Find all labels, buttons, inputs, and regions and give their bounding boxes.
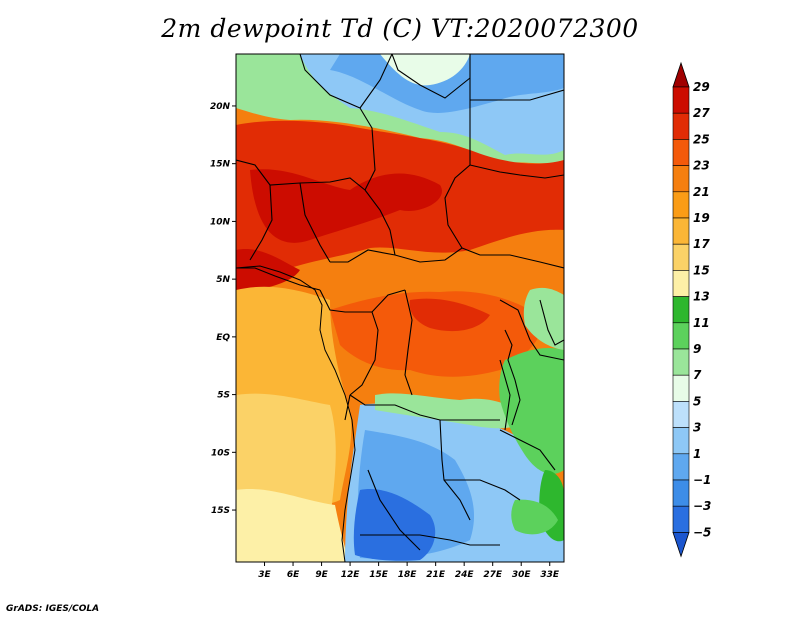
congo-basin-region <box>330 291 545 377</box>
colorbar-label: 21 <box>693 185 710 199</box>
coastline <box>236 265 356 562</box>
dewpoint-field <box>236 54 564 562</box>
colorbar-label: 11 <box>693 316 710 330</box>
colorbar-segment <box>672 139 690 166</box>
colorbar-segment <box>672 479 690 507</box>
colorbar-segment <box>672 270 690 297</box>
far-south-pale-region <box>236 488 350 562</box>
colorbar-label: 17 <box>693 237 710 251</box>
lon-label: 15E <box>369 570 389 580</box>
colorbar: 29 27 25 23 21 19 17 15 13 11 9 7 5 3 1 −1 −3 −5 <box>672 61 711 558</box>
colorbar-segment <box>672 505 690 533</box>
longitude-labels: 3E 6E 9E 12E 15E 18E 21E 24E 27E 30E 33E <box>258 562 560 580</box>
lat-label: EQ <box>216 333 230 343</box>
colorbar-top-arrow <box>672 61 690 88</box>
lon-label: 3E <box>258 570 271 580</box>
lat-label: 5S <box>217 391 230 401</box>
mozambique-green-region <box>511 499 558 535</box>
lat-label: 15N <box>210 160 231 170</box>
colorbar-label: 1 <box>693 447 701 461</box>
colorbar-label: 9 <box>693 342 701 356</box>
colorbar-label: −5 <box>693 525 711 539</box>
colorbar-label: 27 <box>693 106 710 120</box>
lat-label: 10S <box>211 448 230 458</box>
lon-label: 30E <box>512 570 532 580</box>
map-frame <box>235 53 565 563</box>
libya-pale-region <box>380 54 470 86</box>
colorbar-label: 23 <box>693 159 710 173</box>
lat-label: 20N <box>210 102 231 112</box>
lon-label: 18E <box>398 570 418 580</box>
colorbar-bottom-arrow <box>672 532 690 558</box>
colorbar-label: 15 <box>693 263 710 277</box>
lat-label: 5N <box>216 275 230 285</box>
lat-label: 15S <box>211 506 230 516</box>
colorbar-label: 13 <box>693 290 710 304</box>
lat-label: 10N <box>210 217 231 227</box>
colorbar-label: 29 <box>693 80 710 94</box>
lon-label: 24E <box>455 570 475 580</box>
west-coast-darkred-region <box>236 249 300 292</box>
colorbar-segment <box>672 165 690 193</box>
colorbar-segment <box>672 217 690 245</box>
colorbar-segment <box>672 112 690 140</box>
colorbar-segment <box>672 453 690 481</box>
colorbar-label: 5 <box>693 394 701 408</box>
country-borders <box>236 54 564 551</box>
colorbar-label: −1 <box>693 473 711 487</box>
lon-label: 21E <box>426 570 446 580</box>
colorbar-segment <box>672 243 690 271</box>
latitude-labels: 20N 15N 10N 5N EQ 5S 10S 15S <box>210 102 236 516</box>
lon-label: 33E <box>540 570 560 580</box>
colorbar-segment <box>672 401 690 428</box>
map-title: 2m dewpoint Td (C) VT:2020072300 <box>161 14 639 43</box>
colorbar-segment <box>672 427 690 455</box>
colorbar-segment <box>672 348 690 376</box>
sahara-mid-blue-region <box>330 54 564 113</box>
lon-label: 6E <box>287 570 300 580</box>
colorbar-label: −3 <box>693 499 711 513</box>
southern-africa-darkblue-region <box>353 489 436 561</box>
footer-credit: GrADS: IGES/COLA <box>6 604 100 614</box>
colorbar-segment <box>672 86 690 114</box>
east-africa-green-region <box>499 348 564 475</box>
colorbar-label: 19 <box>693 211 710 225</box>
lon-label: 9E <box>315 570 328 580</box>
lon-label: 12E <box>341 570 361 580</box>
colorbar-segment <box>672 296 690 324</box>
congo-dark-region <box>409 298 490 332</box>
colorbar-label: 3 <box>693 421 701 435</box>
colorbar-segment <box>672 191 690 219</box>
colorbar-label: 7 <box>693 368 702 382</box>
east-africa-lightgreen-region <box>523 287 564 350</box>
lon-label: 27E <box>483 570 503 580</box>
colorbar-segment <box>672 374 690 402</box>
sahel-darkred-region <box>250 169 442 243</box>
colorbar-label: 25 <box>693 132 710 146</box>
colorbar-segment <box>672 322 690 350</box>
